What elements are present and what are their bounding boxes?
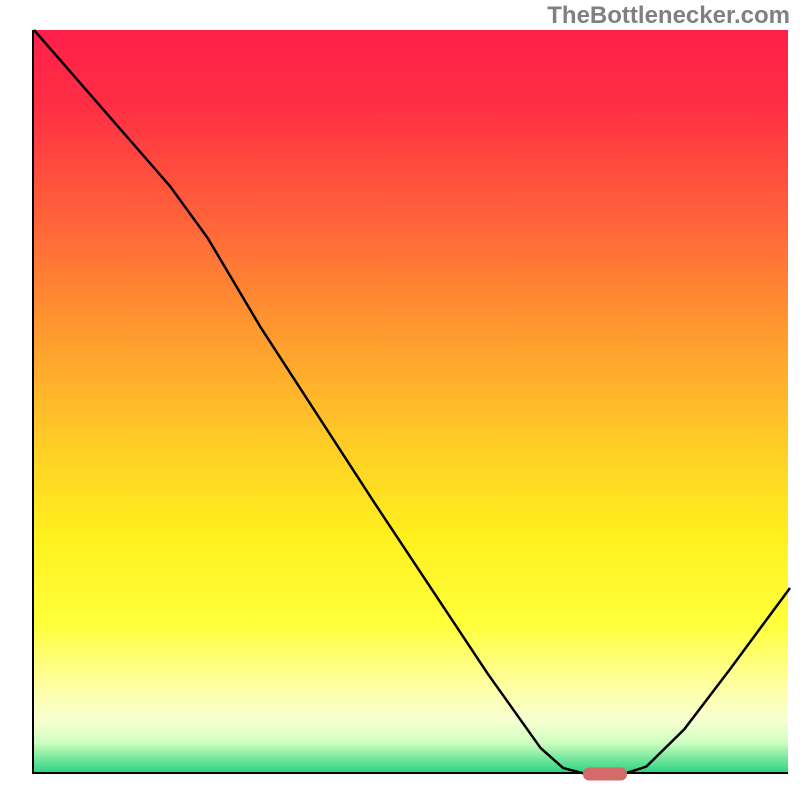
bottleneck-curve [34,30,790,774]
optimal-marker [583,768,627,781]
watermark-text: TheBottlenecker.com [547,2,790,30]
chart-container: TheBottlenecker.com [0,0,800,800]
curve-svg [34,30,790,774]
plot-area [32,30,788,774]
